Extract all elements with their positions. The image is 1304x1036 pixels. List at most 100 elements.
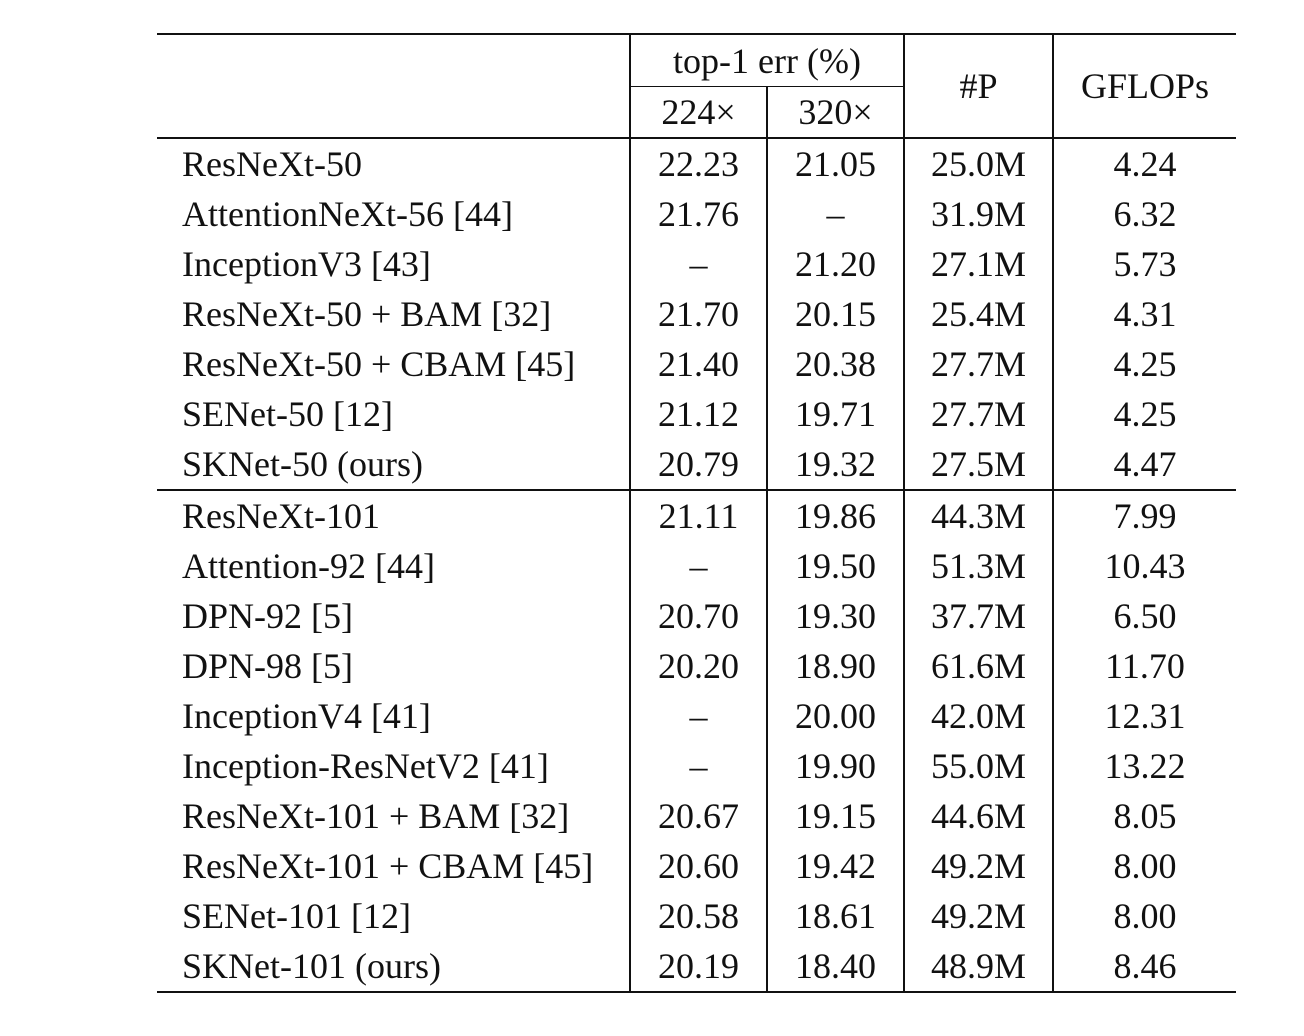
top1-err-320-cell: 19.42 xyxy=(765,841,905,891)
top1-err-224-cell: 20.58 xyxy=(629,891,767,941)
gflops-cell: 5.73 xyxy=(1052,239,1237,289)
table-row: AttentionNeXt-56 [44] 21.76–31.9M 6.32 xyxy=(157,189,1237,239)
model-name-cell: InceptionV4 [41] xyxy=(182,696,431,736)
top1-err-320-cell: 18.40 xyxy=(765,941,905,993)
model-name-cell: ResNeXt-50 xyxy=(182,144,362,184)
top1-err-224-cell: – xyxy=(629,239,767,289)
header-empty-cell xyxy=(157,33,630,139)
top1-err-320-cell: 19.71 xyxy=(765,389,905,439)
gflops-cell: 8.00 xyxy=(1052,841,1237,891)
gflops-cell: 6.32 xyxy=(1052,189,1237,239)
model-name-cell: SKNet-101 (ours) xyxy=(157,941,630,993)
model-name-cell: AttentionNeXt-56 [44] xyxy=(182,194,513,234)
params-cell: 27.5M xyxy=(903,439,1054,490)
model-name-cell: InceptionV3 [43] xyxy=(182,244,431,284)
table-row: SKNet-101 (ours) 20.19 18.40 48.9M 8.46 xyxy=(157,941,1237,993)
top1-err-320-cell: 21.20 xyxy=(765,239,905,289)
params-cell: 25.4M xyxy=(903,289,1054,339)
gflops-cell: 4.24 xyxy=(1052,138,1237,189)
gflops-cell: 4.25 xyxy=(1052,339,1237,389)
gflops-cell: 8.46 xyxy=(1052,941,1237,993)
top1-err-224-cell: 20.70 xyxy=(629,591,767,641)
params-cell: 27.1M xyxy=(903,239,1054,289)
table-row: ResNeXt-50 + BAM [32] 21.70 20.15 25.4M 4.31 xyxy=(157,289,1237,339)
table-row: InceptionV3 [43] –21.20 27.1M 5.73 xyxy=(157,239,1237,289)
top1-err-224-cell: 20.79 xyxy=(629,439,767,490)
top1-err-224-cell: 21.11 xyxy=(629,489,767,541)
params-cell: 51.3M xyxy=(903,541,1054,591)
table-header: top-1 err (%) #P GFLOPs 224× 320× xyxy=(157,33,1237,139)
table-row: SENet-101 [12] 20.58 18.61 49.2M 8.00 xyxy=(157,891,1237,941)
top1-err-224-cell: 20.67 xyxy=(629,791,767,841)
table-row: ResNeXt-50 22.23 21.05 25.0M 4.24 xyxy=(157,138,1237,189)
top1-err-320-cell: 20.15 xyxy=(765,289,905,339)
params-cell: 27.7M xyxy=(903,389,1054,439)
top1-err-224-cell: 21.12 xyxy=(629,389,767,439)
top1-err-320-cell: – xyxy=(765,189,905,239)
gflops-cell: 7.99 xyxy=(1052,489,1237,541)
top1-err-224-cell: 22.23 xyxy=(629,138,767,189)
top1-err-320-cell: 20.38 xyxy=(765,339,905,389)
gflops-cell: 13.22 xyxy=(1052,741,1237,791)
gflops-cell: 4.25 xyxy=(1052,389,1237,439)
params-cell: 25.0M xyxy=(903,138,1054,189)
top1-err-224-cell: 21.70 xyxy=(629,289,767,339)
gflops-cell: 6.50 xyxy=(1052,591,1237,641)
top1-err-320-cell: 21.05 xyxy=(765,138,905,189)
params-cell: 31.9M xyxy=(903,189,1054,239)
model-name-cell: ResNeXt-101 + CBAM [45] xyxy=(182,846,594,886)
params-cell: 42.0M xyxy=(903,691,1054,741)
model-name-cell: DPN-98 [5] xyxy=(182,646,353,686)
top1-err-320-cell: 19.90 xyxy=(765,741,905,791)
header-params: #P xyxy=(903,33,1054,139)
params-cell: 44.6M xyxy=(903,791,1054,841)
table-row: ResNeXt-101 + BAM [32] 20.67 19.15 44.6M 8.0… xyxy=(157,791,1237,841)
table-row: ResNeXt-50 + CBAM [45] 21.40 20.38 27.7M 4.2… xyxy=(157,339,1237,389)
top1-err-224-cell: 21.40 xyxy=(629,339,767,389)
model-name-cell: ResNeXt-101 xyxy=(157,489,630,541)
model-name-cell: ResNeXt-101 + BAM [32] xyxy=(182,796,570,836)
model-name-cell: DPN-92 [5] xyxy=(182,596,353,636)
params-cell: 49.2M xyxy=(903,891,1054,941)
table-row: DPN-92 [5] 20.70 19.30 37.7M 6.50 xyxy=(157,591,1237,641)
top1-err-320-cell: 19.32 xyxy=(765,439,905,490)
model-name-cell: Inception-ResNetV2 [41] xyxy=(182,746,549,786)
gflops-cell: 4.47 xyxy=(1052,439,1237,490)
top1-err-320-cell: 19.50 xyxy=(765,541,905,591)
header-gflops: GFLOPs xyxy=(1052,33,1237,139)
gflops-cell: 4.31 xyxy=(1052,289,1237,339)
gflops-cell: 10.43 xyxy=(1052,541,1237,591)
params-cell: 55.0M xyxy=(903,741,1054,791)
model-name-cell: ResNeXt-50 + CBAM [45] xyxy=(182,344,576,384)
model-name-cell: Attention-92 [44] xyxy=(182,546,435,586)
table-row: InceptionV4 [41] –20.00 42.0M 12.31 xyxy=(157,691,1237,741)
top1-err-224-cell: 21.76 xyxy=(629,189,767,239)
table-body: ResNeXt-50 22.23 21.05 25.0M 4.24 AttentionNe… xyxy=(157,138,1237,993)
top1-err-224-cell: 20.60 xyxy=(629,841,767,891)
top1-err-224-cell: – xyxy=(629,541,767,591)
top1-err-320-cell: 18.61 xyxy=(765,891,905,941)
gflops-cell: 11.70 xyxy=(1052,641,1237,691)
top1-err-320-cell: 19.15 xyxy=(765,791,905,841)
params-cell: 61.6M xyxy=(903,641,1054,691)
gflops-cell: 8.00 xyxy=(1052,891,1237,941)
results-table: top-1 err (%) #P GFLOPs 224× 320× ResNeX… xyxy=(157,33,1237,993)
header-res-320: 320× xyxy=(765,86,905,139)
header-top1-error: top-1 err (%) xyxy=(628,33,905,87)
table-row: DPN-98 [5] 20.20 18.90 61.6M 11.70 xyxy=(157,641,1237,691)
params-cell: 48.9M xyxy=(903,941,1054,993)
model-name-cell: SENet-50 [12] xyxy=(182,394,393,434)
top1-err-224-cell: 20.19 xyxy=(629,941,767,993)
table-row: ResNeXt-101 21.11 19.86 44.3M 7.99 xyxy=(157,489,1237,541)
table-row: ResNeXt-101 + CBAM [45] 20.60 19.42 49.2M 8.… xyxy=(157,841,1237,891)
model-name-cell: ResNeXt-50 + BAM [32] xyxy=(182,294,552,334)
table-row: SENet-50 [12] 21.12 19.71 27.7M 4.25 xyxy=(157,389,1237,439)
gflops-cell: 8.05 xyxy=(1052,791,1237,841)
top1-err-320-cell: 19.86 xyxy=(765,489,905,541)
top1-err-224-cell: – xyxy=(629,741,767,791)
top1-err-320-cell: 20.00 xyxy=(765,691,905,741)
top1-err-320-cell: 18.90 xyxy=(765,641,905,691)
table-row: Inception-ResNetV2 [41] –19.90 55.0M 13.22 xyxy=(157,741,1237,791)
params-cell: 44.3M xyxy=(903,489,1054,541)
params-cell: 49.2M xyxy=(903,841,1054,891)
